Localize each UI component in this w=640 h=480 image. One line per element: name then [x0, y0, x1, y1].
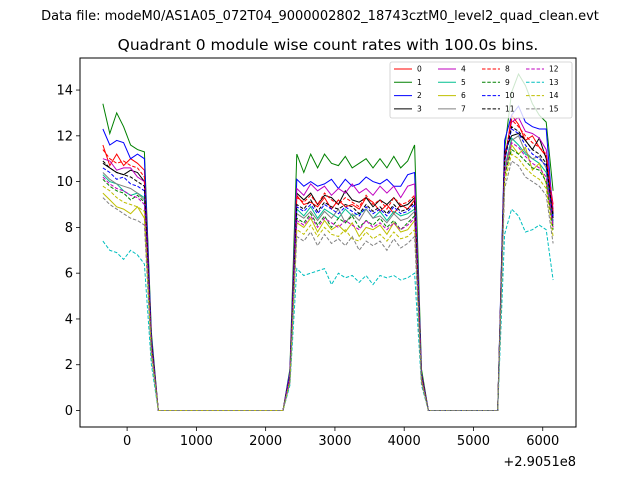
- legend-label-14: 14: [549, 91, 559, 100]
- legend-label-8: 8: [505, 65, 510, 74]
- legend-label-15: 15: [549, 105, 559, 114]
- legend-label-11: 11: [505, 105, 515, 114]
- series-line-13: [102, 208, 554, 411]
- x-tick-label: 0: [123, 434, 131, 449]
- series-line-11: [102, 125, 554, 411]
- y-tick-label: 4: [65, 312, 73, 327]
- legend-label-9: 9: [505, 78, 510, 87]
- y-axis: 0 2 4 6 8 10 12 14: [56, 84, 80, 419]
- x-offset-label: +2.9051e8: [503, 455, 576, 470]
- legend-label-6: 6: [461, 91, 466, 100]
- legend-label-0: 0: [417, 65, 422, 74]
- x-tick-label: 5000: [457, 434, 490, 449]
- legend-box: [389, 61, 573, 119]
- series-layer: [102, 72, 554, 411]
- legend-label-12: 12: [549, 65, 559, 74]
- y-tick-label: 14: [56, 84, 73, 99]
- legend-label-10: 10: [505, 91, 515, 100]
- legend-label-7: 7: [461, 105, 466, 114]
- legend-label-2: 2: [417, 91, 422, 100]
- legend-label-4: 4: [461, 65, 466, 74]
- x-tick-label: 2000: [249, 434, 282, 449]
- chart-title: Quadrant 0 module wise count rates with …: [118, 36, 539, 54]
- x-axis: 0 1000 2000 3000 4000 5000 6000: [123, 427, 559, 449]
- legend-label-13: 13: [549, 78, 559, 87]
- y-tick-label: 10: [56, 175, 73, 190]
- series-line-9: [102, 148, 554, 411]
- y-tick-label: 2: [65, 358, 73, 373]
- x-tick-label: 6000: [526, 434, 559, 449]
- plot-frame: [79, 57, 577, 428]
- legend-label-1: 1: [417, 78, 422, 87]
- x-tick-label: 1000: [180, 434, 213, 449]
- y-tick-label: 0: [65, 404, 73, 419]
- y-tick-label: 6: [65, 267, 73, 282]
- y-tick-label: 8: [65, 221, 73, 236]
- x-tick-label: 4000: [388, 434, 421, 449]
- x-tick-label: 3000: [318, 434, 351, 449]
- series-line-15: [102, 160, 554, 411]
- file-suptitle: Data file: modeM0/AS1A05_072T04_90000028…: [41, 9, 599, 24]
- legend-label-5: 5: [461, 78, 466, 87]
- legend-label-3: 3: [417, 105, 422, 114]
- y-tick-label: 12: [56, 129, 73, 144]
